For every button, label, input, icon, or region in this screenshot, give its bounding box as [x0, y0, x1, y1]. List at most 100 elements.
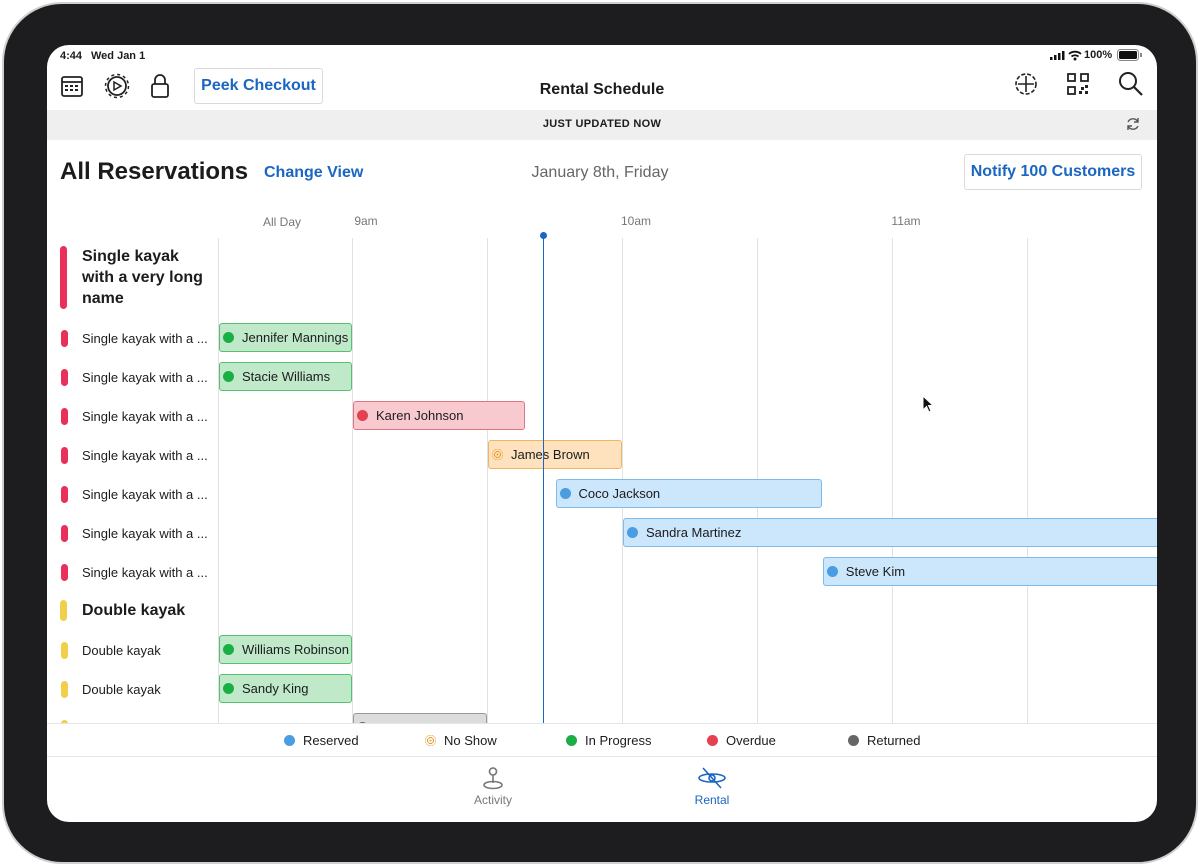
resource-row: Single kayak with a ... Steve Kim: [47, 553, 1157, 592]
search-icon[interactable]: [1118, 71, 1144, 97]
row-label: Single kayak with a ...: [82, 526, 208, 541]
reservation[interactable]: Jennifer Mannings: [219, 323, 352, 352]
page-title: Rental Schedule: [539, 81, 665, 98]
group-label: Single kayak with a very long name: [82, 248, 203, 307]
resource-row: Single kayak with a ... James Brown: [47, 436, 1157, 475]
group-color-bar: [60, 600, 67, 621]
tab-label: Rental: [694, 793, 730, 807]
group-header: Single kayak with a very long name: [47, 238, 1157, 319]
hour-label: 11am: [891, 214, 921, 228]
reservation-name: Steve Kim: [845, 564, 906, 579]
refresh-icon[interactable]: [1125, 116, 1141, 132]
row-marker: [61, 681, 68, 698]
update-banner: [47, 110, 1157, 140]
row-label: Single kayak with a ...: [82, 370, 208, 385]
row-marker: [61, 369, 68, 386]
legend-dot: [425, 734, 436, 746]
resource-list: Single kayak with a very long name Single…: [47, 238, 1157, 723]
settings-icon[interactable]: [104, 73, 130, 99]
status-dot: [357, 410, 368, 421]
resource-row: Single kayak with a ... Coco Jackson: [47, 475, 1157, 514]
row-label: Single kayak with a ...: [82, 448, 208, 463]
status-dot: [357, 722, 368, 723]
status-date: Wed Jan 1: [91, 50, 146, 62]
banner-text: JUST UPDATED NOW: [542, 118, 662, 130]
resource-row: Single kayak with a ... Jennifer Mannings: [47, 319, 1157, 358]
reservations-title: All Reservations: [60, 158, 249, 185]
legend-dot: [566, 734, 577, 746]
qr-icon[interactable]: [1066, 72, 1090, 96]
reservation-name: Sandra Martinez: [646, 525, 742, 540]
row-label: Double kayak: [82, 682, 161, 697]
tab[interactable]: Activity: [433, 757, 553, 822]
legend-dot: [284, 734, 295, 746]
reservation[interactable]: Steve Kim: [822, 557, 1157, 586]
reservation-name: Karen Johnson: [376, 408, 464, 423]
notify-button[interactable]: Notify 100 Customers: [964, 154, 1142, 190]
resource-row: Double kayak Sandy King: [47, 670, 1157, 709]
reservation-name: Jennifer Mannings: [242, 330, 349, 345]
row-marker: [61, 642, 68, 659]
reservation[interactable]: James Brown: [488, 440, 622, 469]
group-label: Double kayak: [82, 602, 186, 619]
screen: 4:44 Wed Jan 1 100% Peek Checkout Rental…: [47, 45, 1157, 822]
row-label: Double kayak: [82, 643, 161, 658]
legend: Reserved No Show In Progress Overdue Returne…: [47, 723, 1157, 757]
tab-icon: [652, 765, 772, 793]
half-hour-grid-line: [1027, 238, 1028, 723]
row-marker: [61, 486, 68, 503]
legend-label: Overdue: [726, 732, 776, 748]
legend-label: Returned: [867, 732, 921, 748]
battery-level: 100%: [1084, 49, 1113, 61]
row-label: Single kayak with a ...: [82, 565, 208, 580]
row-marker: [61, 330, 68, 347]
reservation-name: Stacie Williams: [242, 369, 331, 384]
legend-label: In Progress: [585, 732, 652, 748]
hour-label: 9am: [354, 214, 378, 228]
reservation[interactable]: [353, 713, 487, 723]
add-icon[interactable]: [1013, 71, 1039, 97]
resource-row: Single kayak with a ... Sandra Martinez: [47, 514, 1157, 553]
now-line: [542, 235, 544, 723]
status-dot: [223, 332, 234, 343]
reservation[interactable]: Sandy King: [219, 674, 352, 703]
row-marker: [61, 564, 68, 581]
row-marker: [61, 447, 68, 464]
all-day-label: All Day: [262, 215, 301, 229]
all-day-separator: [218, 238, 219, 723]
group-color-bar: [60, 246, 67, 309]
row-label: Double kayak: [82, 709, 161, 723]
status-dot: [826, 566, 838, 577]
reservation-name: James Brown: [511, 447, 590, 462]
reservation[interactable]: Coco Jackson: [555, 479, 822, 508]
reservation-name: Sandy King: [242, 681, 309, 696]
row-label: Single kayak with a ...: [82, 487, 208, 502]
mouse-cursor: [922, 395, 935, 413]
legend-item: Reserved: [284, 724, 359, 756]
reservation[interactable]: Sandra Martinez: [623, 518, 1157, 547]
peek-checkout-button[interactable]: Peek Checkout: [194, 68, 323, 104]
status-time: 4:44: [60, 50, 83, 62]
hour-label: 10am: [620, 214, 652, 228]
change-view-link[interactable]: Change View: [264, 164, 364, 181]
legend-item: Overdue: [707, 724, 776, 756]
calendar-icon[interactable]: [60, 74, 84, 98]
status-dot: [627, 527, 638, 538]
resource-row: Double kayak: [47, 709, 1157, 723]
half-hour-grid-line: [487, 238, 488, 723]
reservation[interactable]: Karen Johnson: [353, 401, 525, 430]
resource-row: Single kayak with a ... Stacie Williams: [47, 358, 1157, 397]
lock-icon[interactable]: [150, 73, 170, 99]
legend-label: Reserved: [303, 732, 359, 748]
reservation[interactable]: Stacie Williams: [219, 362, 352, 391]
tab[interactable]: Rental: [652, 757, 772, 822]
hour-grid-line: [352, 238, 353, 723]
schedule-date: January 8th, Friday: [531, 164, 669, 181]
reservation[interactable]: Williams Robinson: [219, 635, 352, 664]
resource-row: Single kayak with a ... Karen Johnson: [47, 397, 1157, 436]
status-dot: [223, 683, 234, 694]
status-dot: [223, 644, 234, 655]
legend-label: No Show: [444, 732, 497, 748]
tab-label: Activity: [473, 793, 512, 807]
